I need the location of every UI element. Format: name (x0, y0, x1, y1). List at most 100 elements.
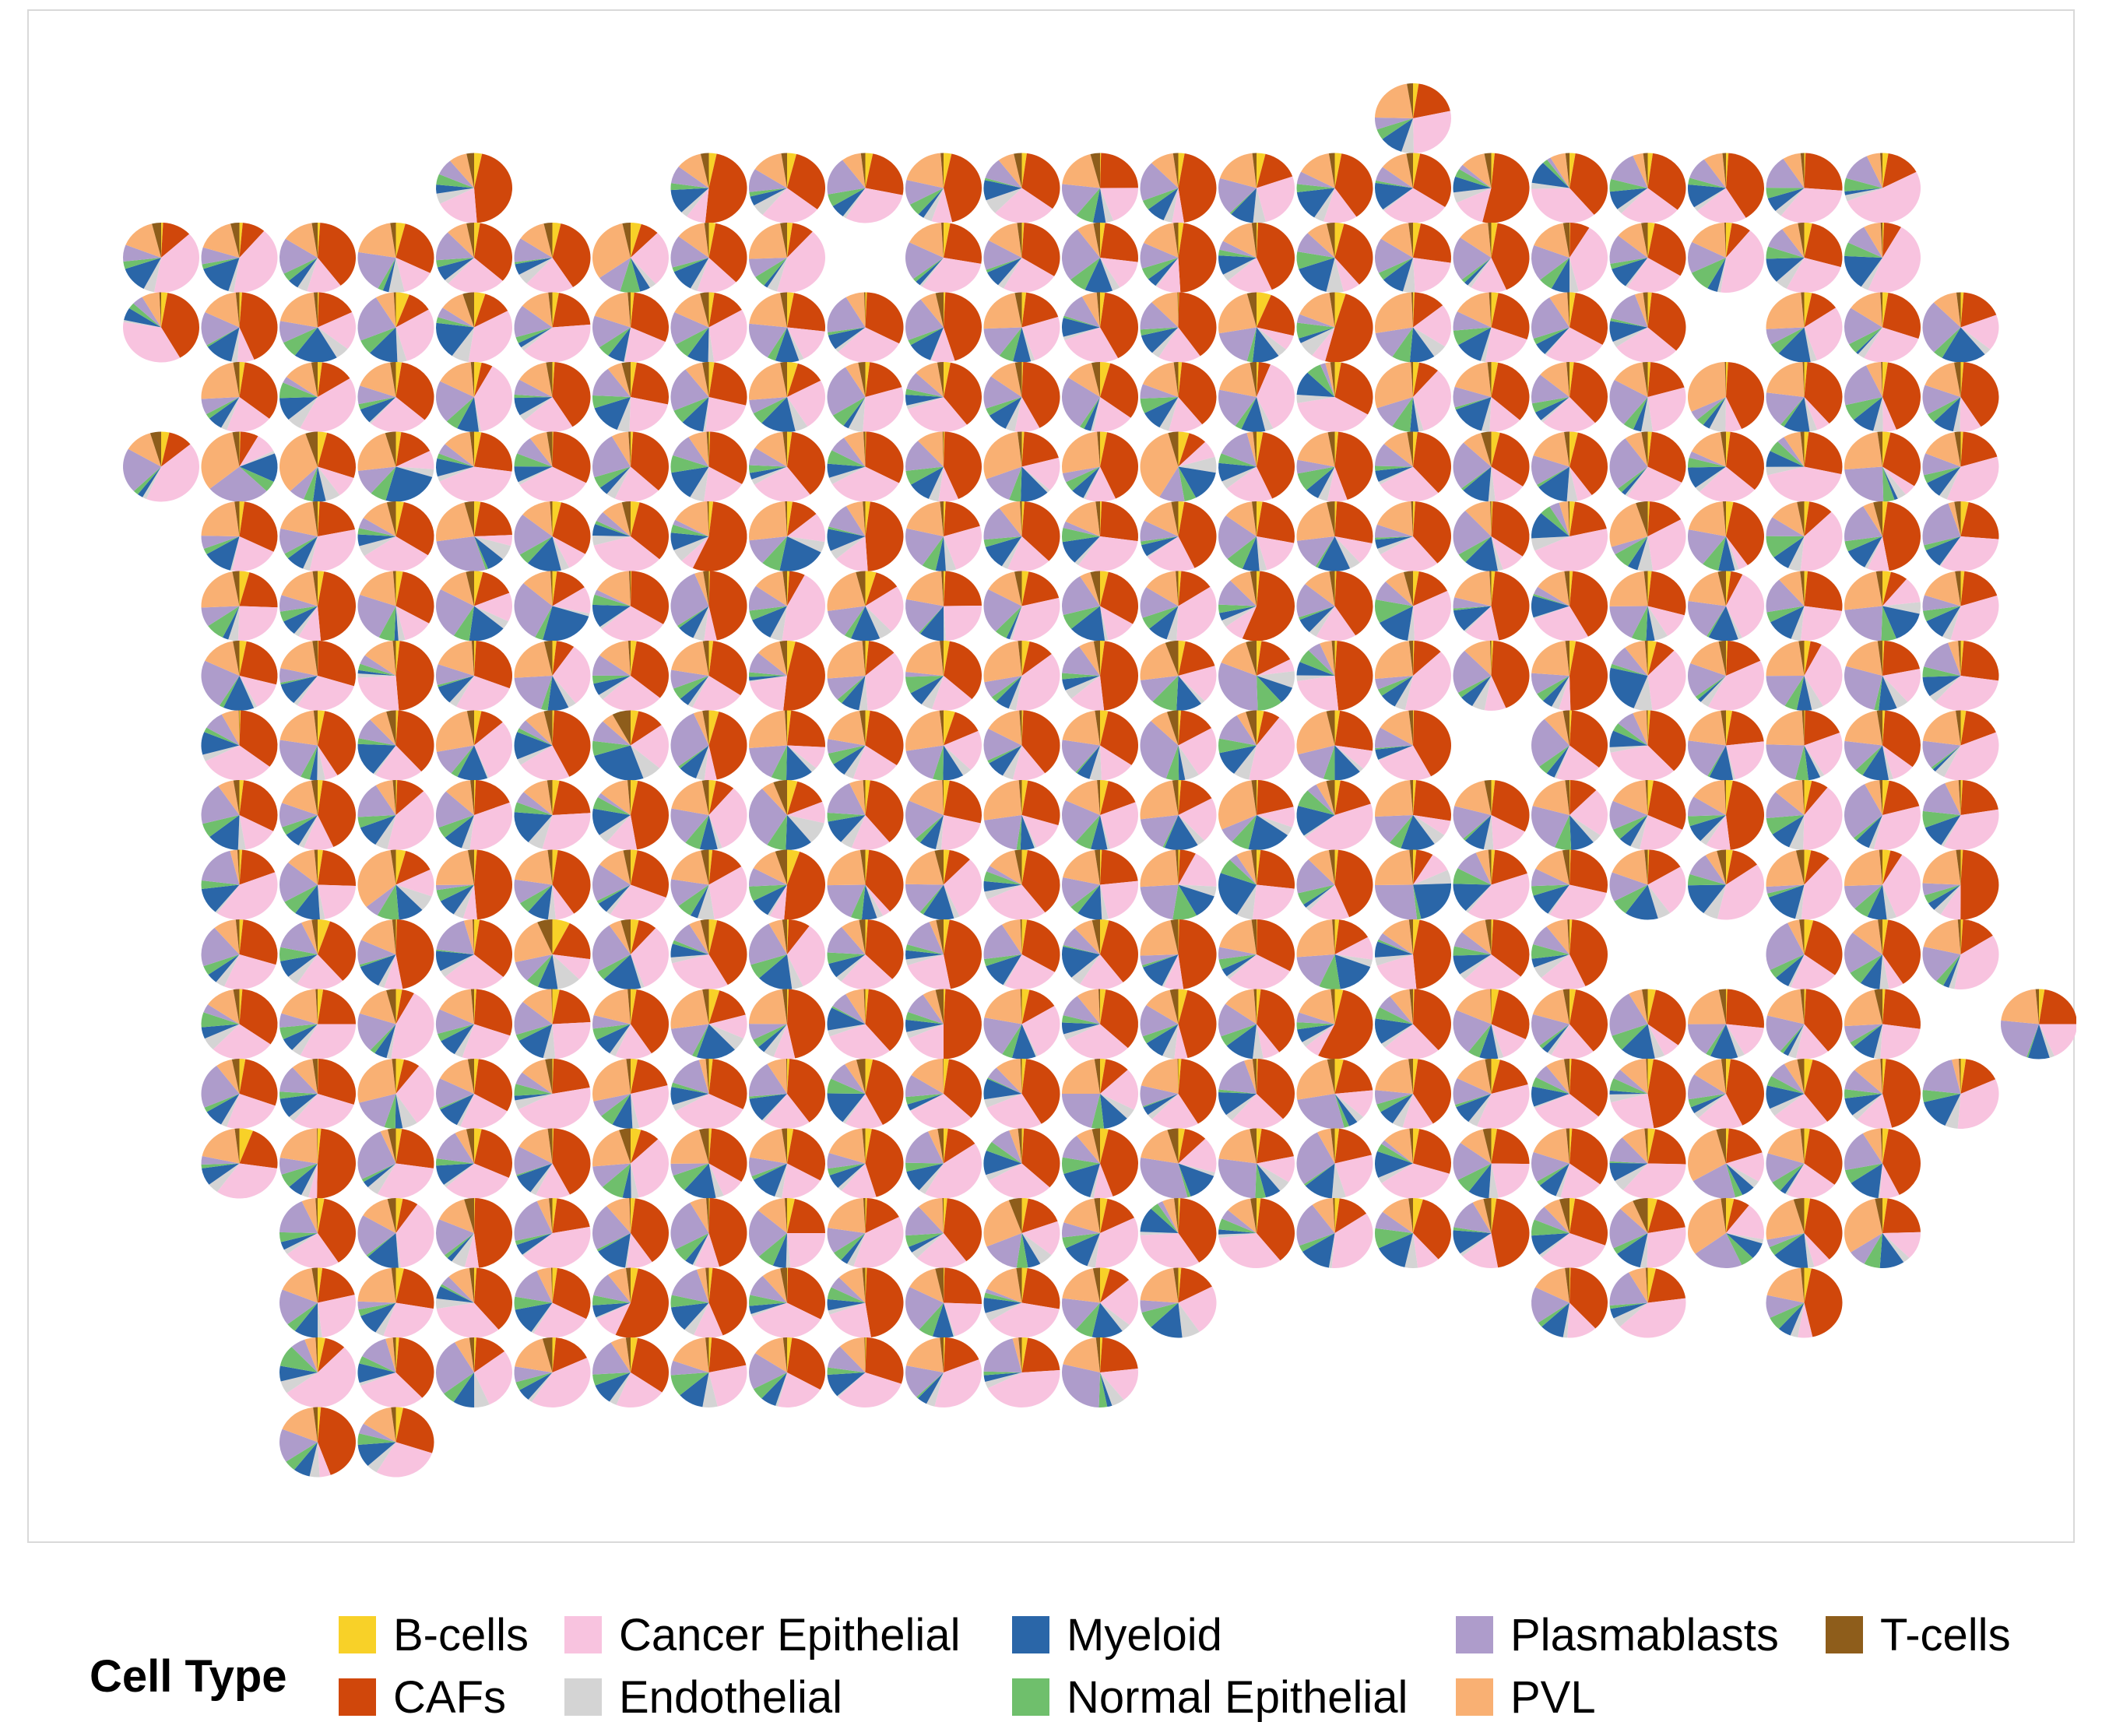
pie-slice (1726, 1198, 1735, 1233)
pie-slice (1726, 362, 1728, 397)
pie-slice (1804, 733, 1843, 775)
pie-slice (1609, 872, 1648, 901)
pie-slice (2027, 1024, 2050, 1060)
pie-slice (827, 739, 866, 754)
pie-slice (677, 606, 709, 628)
pie-slice (769, 884, 787, 920)
pie-slice (985, 536, 1022, 567)
pie-slice (708, 1014, 747, 1039)
pie-slice (1021, 1128, 1025, 1164)
pie-slice (280, 1233, 318, 1250)
pie-slice (787, 1198, 795, 1233)
pie-slice (787, 571, 790, 606)
pie-slice (1609, 1272, 1648, 1306)
pie-slice (749, 188, 787, 197)
pie-slice (301, 745, 318, 780)
pie-slice (631, 954, 645, 989)
pie-slice (865, 652, 904, 711)
pie-slice (235, 919, 240, 954)
pie-slice (1178, 362, 1217, 425)
pie-slice (1569, 780, 1571, 815)
pie-slice (1334, 989, 1344, 1024)
pie-slice (1253, 431, 1257, 467)
pie-slice (1332, 919, 1335, 954)
pie-slice (912, 258, 944, 282)
spot-pie (436, 641, 512, 711)
pie-slice (1063, 1163, 1100, 1197)
pie-slice (621, 501, 631, 536)
pie-slice (828, 954, 866, 978)
pie-slice (1063, 996, 1100, 1024)
pie-slice (942, 431, 944, 467)
legend-item-pvl: PVL (1456, 1666, 1596, 1728)
pie-slice (125, 258, 161, 289)
pie-slice (440, 571, 474, 606)
pie-slice (673, 1060, 709, 1094)
pie-slice (1531, 397, 1569, 413)
pie-slice (1491, 640, 1494, 676)
pie-slice (364, 641, 396, 676)
pie-slice (373, 745, 396, 775)
pie-slice (841, 954, 893, 990)
pie-slice (537, 919, 553, 954)
pie-slice (625, 1267, 631, 1303)
pie-slice (1766, 392, 1805, 425)
pie-slice (1565, 153, 1569, 188)
pie-slice (1296, 1059, 1335, 1100)
pie-slice (1855, 327, 1882, 354)
pie-slice (466, 223, 474, 258)
pie-slice (1178, 780, 1182, 815)
spot-pie (1531, 1198, 1608, 1268)
pie-slice (831, 1006, 866, 1024)
pie-slice (1453, 1227, 1492, 1233)
pie-slice (783, 641, 825, 711)
pie-slice (1491, 571, 1496, 606)
pie-slice (1095, 1337, 1100, 1372)
pie-slice (362, 1338, 396, 1372)
pie-slice (1569, 780, 1597, 815)
pie-slice (1100, 223, 1105, 258)
pie-slice (828, 327, 866, 336)
pie-slice (1533, 431, 1569, 467)
pie-slice (1626, 884, 1658, 920)
pie-slice (514, 812, 553, 842)
pie-slice (1766, 258, 1805, 282)
pie-slice (1540, 362, 1569, 397)
pie-slice (702, 641, 709, 676)
pie-slice (687, 188, 709, 223)
pie-slice (1317, 466, 1335, 501)
pie-slice (694, 1233, 719, 1268)
spot-pie (514, 1267, 591, 1338)
pie-slice (395, 849, 406, 885)
pie-slice (1535, 1066, 1569, 1094)
pie-slice (1100, 501, 1102, 536)
pie-slice (1091, 815, 1108, 851)
pie-slice (1297, 397, 1368, 433)
pie-slice (1877, 641, 1882, 676)
pie-slice (1147, 536, 1179, 558)
pie-slice (780, 362, 787, 397)
pie-slice (279, 740, 318, 777)
pie-slice (395, 1129, 434, 1168)
spot-pie (983, 1198, 1060, 1268)
pie-slice (1960, 397, 1981, 433)
pie-slice (787, 919, 789, 954)
pie-slice (1532, 989, 1569, 1024)
spot-pie (357, 1059, 434, 1129)
pie-slice (357, 785, 396, 817)
pie-slice (1960, 780, 1963, 815)
spot-pie (983, 989, 1060, 1060)
spot-pie (1766, 1128, 1843, 1199)
pie-slice (318, 431, 328, 467)
pie-slice (1619, 1059, 1648, 1094)
pie-slice (1612, 849, 1648, 885)
pie-slice (619, 1128, 631, 1164)
pie-slice (764, 1094, 810, 1129)
pie-slice (440, 188, 477, 223)
pie-slice (436, 322, 474, 357)
pie-slice (865, 292, 867, 328)
pie-slice (1218, 327, 1257, 362)
pie-slice (1006, 606, 1022, 640)
pie-slice (1165, 641, 1179, 676)
pie-slice (850, 884, 866, 920)
